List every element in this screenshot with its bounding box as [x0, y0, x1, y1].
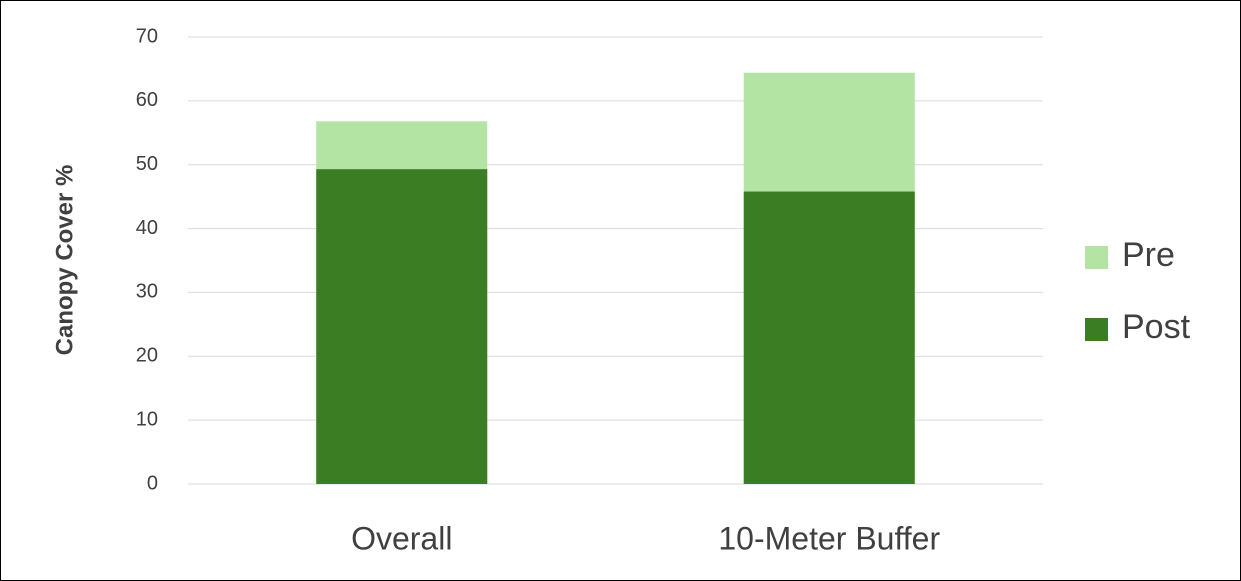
y-tick-label: 60 [136, 89, 158, 111]
x-tick-label: Overall [351, 520, 452, 556]
x-tick-label: 10-Meter Buffer [718, 520, 940, 556]
y-tick-label: 70 [136, 25, 158, 47]
bar [743, 191, 915, 484]
legend-label: Post [1122, 308, 1191, 346]
legend-swatch [1085, 246, 1108, 269]
y-axis-label: Canopy Cover % [51, 165, 78, 356]
bar [316, 169, 488, 485]
y-tick-label: 30 [136, 281, 158, 303]
y-tick-label: 50 [136, 153, 158, 175]
y-tick-label: 20 [136, 345, 158, 367]
y-tick-label: 0 [147, 472, 158, 494]
y-tick-label: 10 [136, 408, 158, 430]
y-tick-label: 40 [136, 217, 158, 239]
legend-label: Pre [1122, 236, 1175, 274]
legend-swatch [1085, 318, 1108, 341]
